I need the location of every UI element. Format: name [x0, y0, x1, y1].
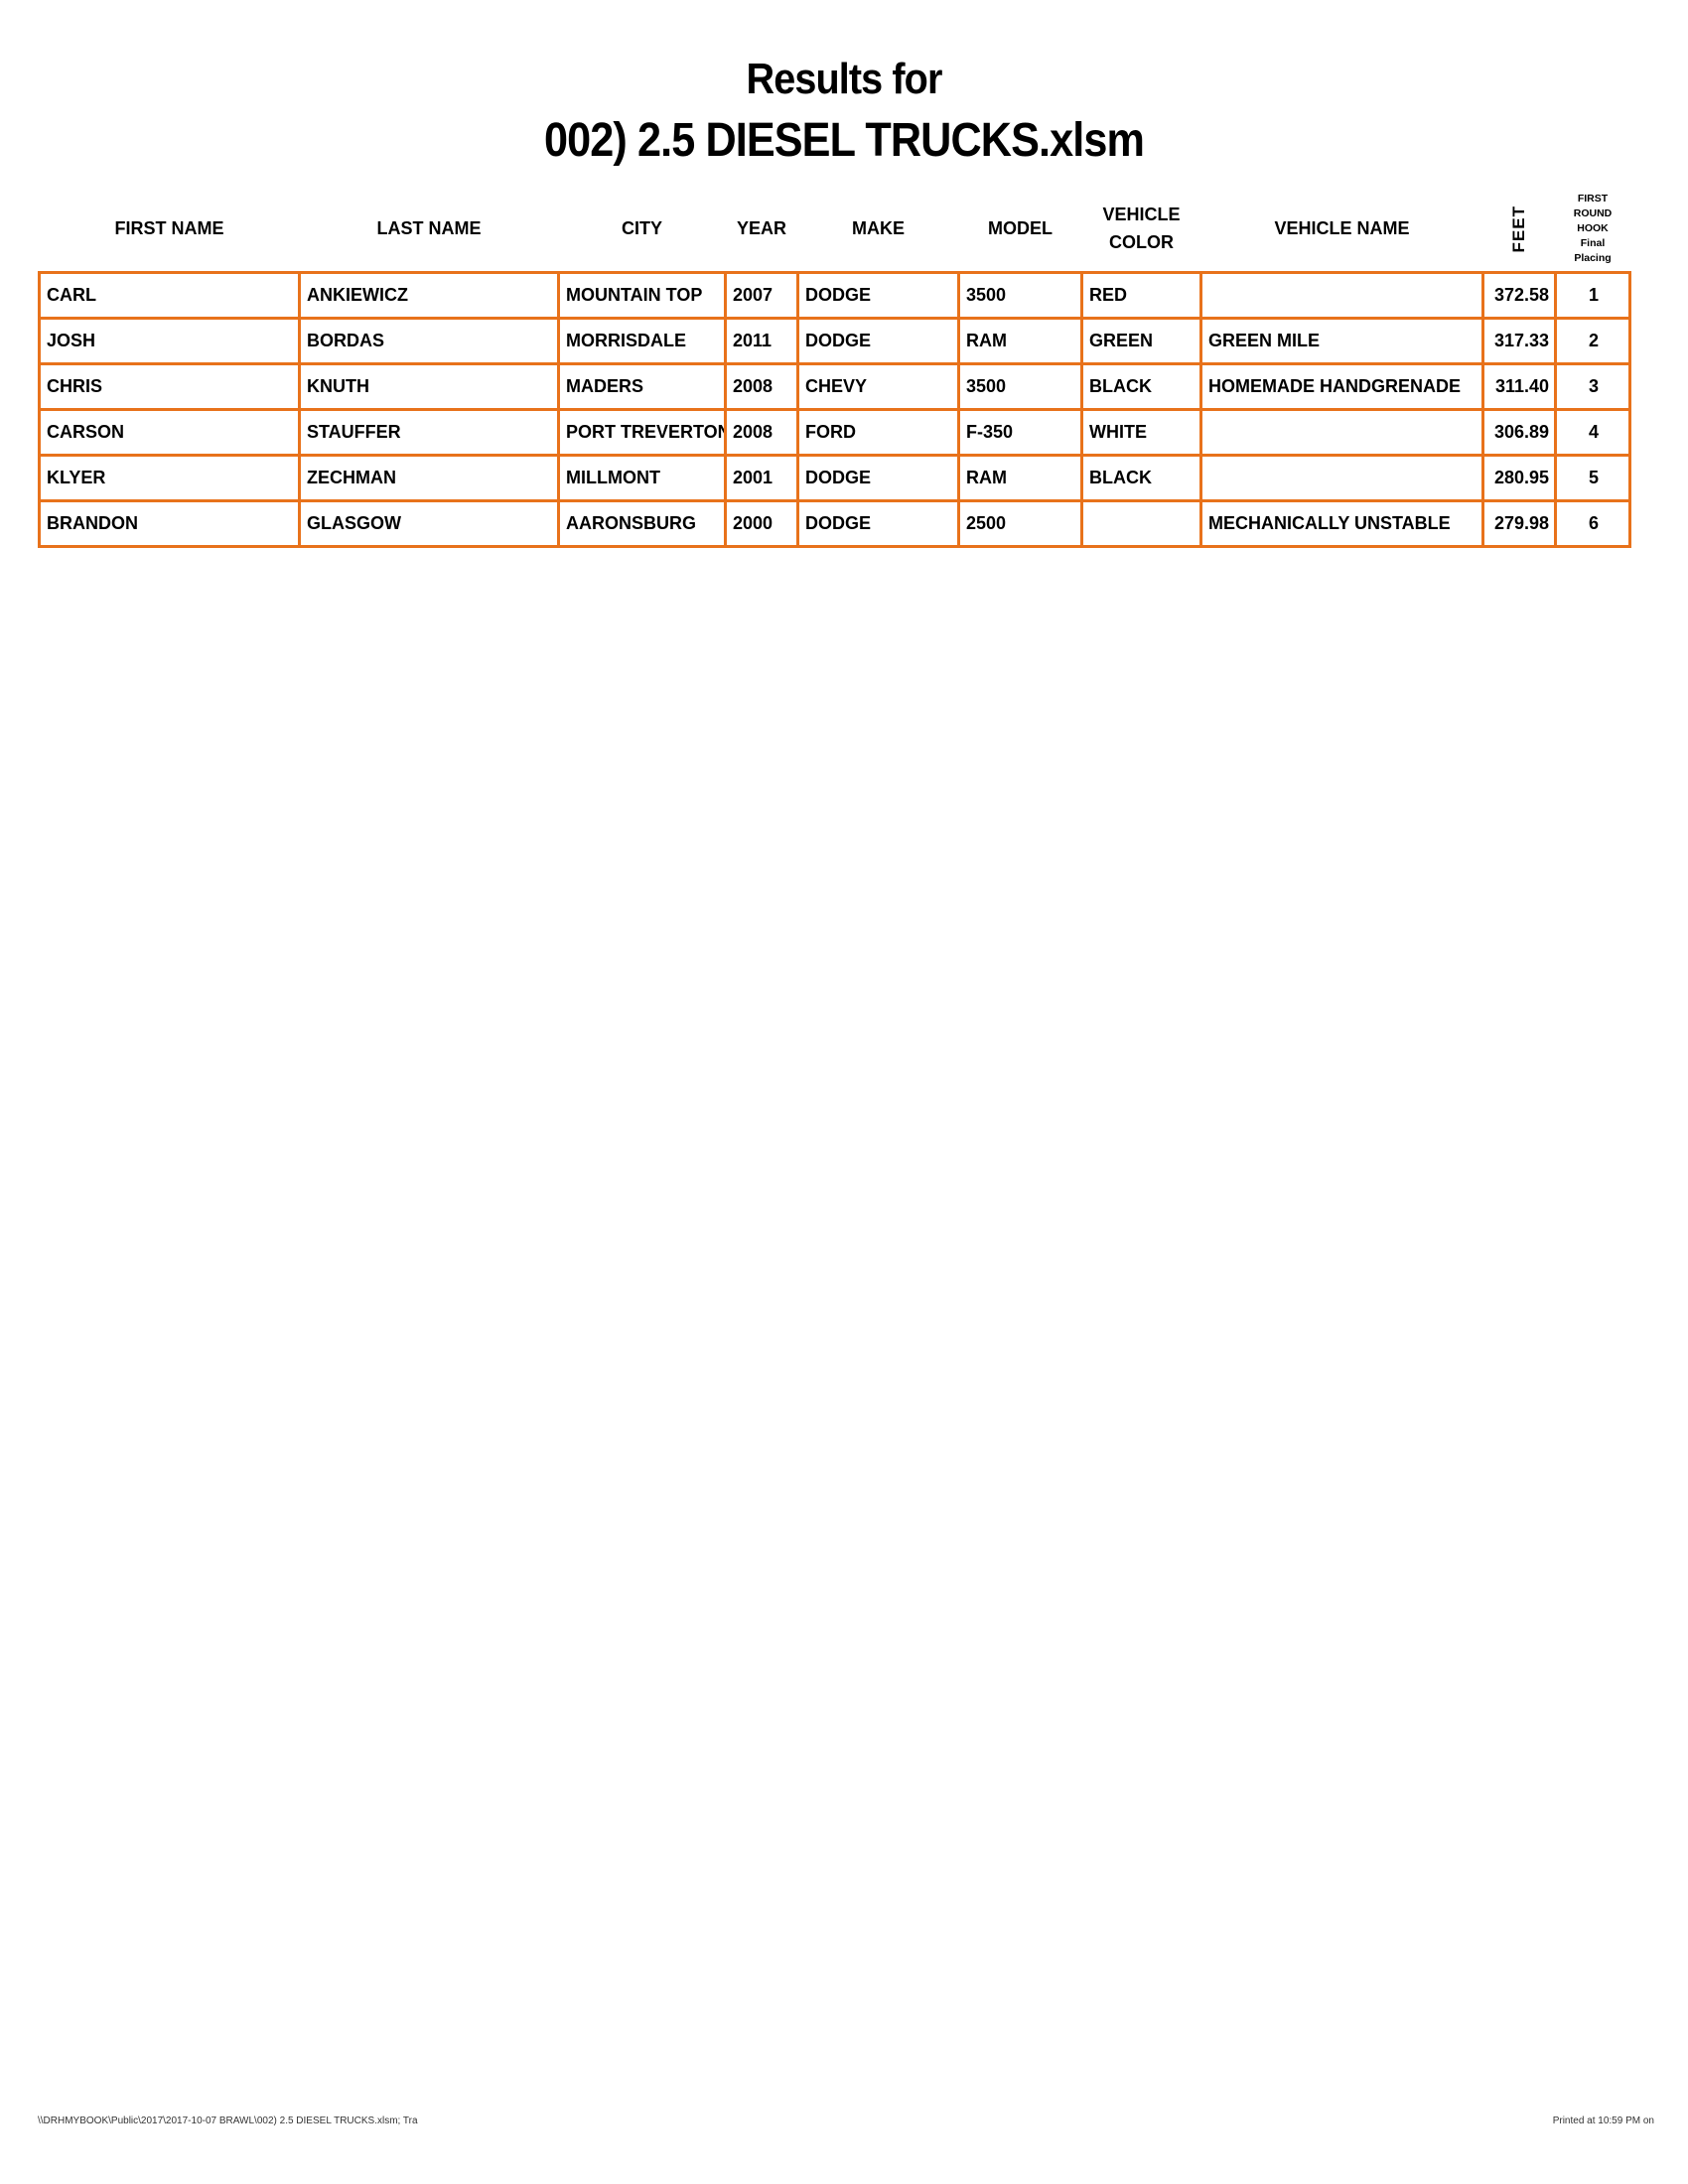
table-header: FIRST NAME LAST NAME CITY YEAR MAKE MODE…	[40, 187, 1630, 272]
table-row: CARL ANKIEWICZ MOUNTAIN TOP 2007 DODGE 3…	[38, 270, 1631, 320]
title-line-2: 002) 2.5 DIESEL TRUCKS.xlsm	[544, 113, 1145, 167]
cell-last-name: ZECHMAN	[298, 453, 560, 502]
header-placing-line2: ROUND	[1573, 206, 1613, 219]
table-row: KLYER ZECHMAN MILLMONT 2001 DODGE RAM BL…	[38, 453, 1631, 502]
cell-placing: 1	[1554, 270, 1631, 320]
header-placing-line1: FIRST	[1577, 192, 1609, 205]
cell-city: MILLMONT	[557, 453, 727, 502]
cell-last-name: BORDAS	[298, 316, 560, 365]
cell-make: DODGE	[796, 453, 960, 502]
header-first-name: FIRST NAME	[114, 218, 224, 239]
cell-make: DODGE	[796, 270, 960, 320]
cell-last-name: ANKIEWICZ	[298, 270, 560, 320]
cell-vehicle-name: GREEN MILE	[1199, 316, 1484, 365]
cell-vehicle-name: MECHANICALLY UNSTABLE	[1199, 498, 1484, 548]
cell-year: 2007	[724, 270, 799, 320]
header-year: YEAR	[736, 218, 786, 239]
header-feet: FEET	[1483, 187, 1556, 272]
cell-placing: 2	[1554, 316, 1631, 365]
cell-make: DODGE	[796, 498, 960, 548]
results-table: FIRST NAME LAST NAME CITY YEAR MAKE MODE…	[38, 187, 1631, 548]
table-row: BRANDON GLASGOW AARONSBURG 2000 DODGE 25…	[38, 498, 1631, 548]
header-placing-line4: Final	[1580, 237, 1606, 250]
cell-vehicle-name	[1199, 270, 1484, 320]
cell-feet: 317.33	[1481, 316, 1557, 365]
cell-placing: 6	[1554, 498, 1631, 548]
header-vehicle-color-line2: COLOR	[1109, 231, 1174, 252]
cell-last-name: STAUFFER	[298, 407, 560, 457]
table-row: CARSON STAUFFER PORT TREVERTON 2008 FORD…	[38, 407, 1631, 457]
cell-placing: 3	[1554, 361, 1631, 411]
cell-first-name: CARL	[38, 270, 301, 320]
header-row: FIRST NAME LAST NAME CITY YEAR MAKE MODE…	[40, 187, 1630, 272]
table-body: CARL ANKIEWICZ MOUNTAIN TOP 2007 DODGE 3…	[38, 270, 1631, 548]
cell-vehicle-name	[1199, 453, 1484, 502]
cell-first-name: CHRIS	[38, 361, 301, 411]
cell-model: 3500	[957, 361, 1083, 411]
cell-model: RAM	[957, 453, 1083, 502]
cell-city: MORRISDALE	[557, 316, 727, 365]
header-make: MAKE	[852, 218, 905, 239]
cell-city: PORT TREVERTON	[557, 407, 727, 457]
cell-year: 2001	[724, 453, 799, 502]
cell-vehicle-color: BLACK	[1080, 453, 1202, 502]
cell-first-name: CARSON	[38, 407, 301, 457]
cell-year: 2008	[724, 361, 799, 411]
cell-city: MOUNTAIN TOP	[557, 270, 727, 320]
table-row: JOSH BORDAS MORRISDALE 2011 DODGE RAM GR…	[38, 316, 1631, 365]
header-vehicle-color: VEHICLE COLOR	[1082, 187, 1201, 272]
cell-vehicle-color: BLACK	[1080, 361, 1202, 411]
header-placing-line5: Placing	[1574, 252, 1612, 265]
cell-vehicle-color	[1080, 498, 1202, 548]
title-line-1: Results for	[746, 55, 943, 103]
footer-printed-at: Printed at 10:59 PM on	[1552, 2116, 1654, 2126]
cell-vehicle-name	[1199, 407, 1484, 457]
header-vehicle-color-line1: VEHICLE	[1102, 204, 1181, 224]
cell-feet: 372.58	[1481, 270, 1557, 320]
header-city: CITY	[621, 218, 662, 239]
header-vehicle-name: VEHICLE NAME	[1274, 218, 1410, 239]
cell-model: 2500	[957, 498, 1083, 548]
cell-vehicle-color: GREEN	[1080, 316, 1202, 365]
cell-make: DODGE	[796, 316, 960, 365]
cell-model: 3500	[957, 270, 1083, 320]
cell-vehicle-name: HOMEMADE HANDGRENADE	[1199, 361, 1484, 411]
header-model: MODEL	[988, 218, 1053, 239]
cell-vehicle-color: RED	[1080, 270, 1202, 320]
cell-feet: 306.89	[1481, 407, 1557, 457]
cell-year: 2011	[724, 316, 799, 365]
cell-last-name: KNUTH	[298, 361, 560, 411]
cell-feet: 279.98	[1481, 498, 1557, 548]
page-title: Results for 002) 2.5 DIESEL TRUCKS.xlsm	[0, 0, 1688, 169]
cell-first-name: JOSH	[38, 316, 301, 365]
cell-placing: 5	[1554, 453, 1631, 502]
cell-model: RAM	[957, 316, 1083, 365]
cell-first-name: KLYER	[38, 453, 301, 502]
cell-city: MADERS	[557, 361, 727, 411]
cell-city: AARONSBURG	[557, 498, 727, 548]
cell-vehicle-color: WHITE	[1080, 407, 1202, 457]
cell-year: 2000	[724, 498, 799, 548]
cell-first-name: BRANDON	[38, 498, 301, 548]
header-placing-line3: HOOK	[1577, 222, 1609, 235]
cell-feet: 311.40	[1481, 361, 1557, 411]
table-row: CHRIS KNUTH MADERS 2008 CHEVY 3500 BLACK…	[38, 361, 1631, 411]
cell-model: F-350	[957, 407, 1083, 457]
header-feet-rotated-label: FEET	[1509, 205, 1528, 253]
cell-make: FORD	[796, 407, 960, 457]
header-last-name: LAST NAME	[376, 218, 482, 239]
footer-file-path: \\DRHMYBOOK\Public\2017\2017-10-07 BRAWL…	[38, 2116, 418, 2126]
cell-last-name: GLASGOW	[298, 498, 560, 548]
cell-feet: 280.95	[1481, 453, 1557, 502]
header-placing: FIRST ROUND HOOK Final Placing	[1556, 187, 1630, 272]
cell-make: CHEVY	[796, 361, 960, 411]
cell-year: 2008	[724, 407, 799, 457]
cell-placing: 4	[1554, 407, 1631, 457]
